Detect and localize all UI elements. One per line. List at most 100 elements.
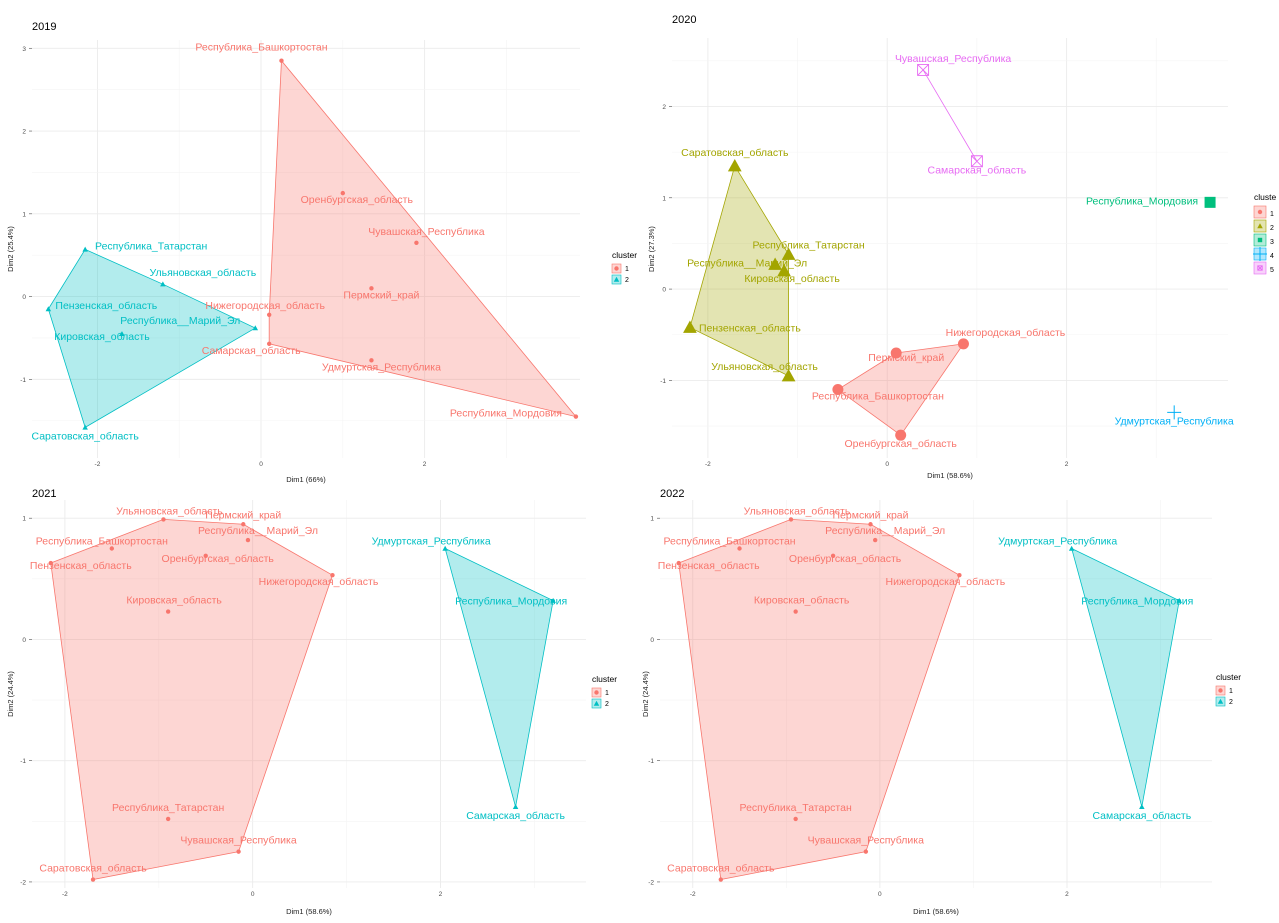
legend-key-marker: [613, 276, 620, 282]
point-marker: [369, 286, 374, 291]
panel-title: 2019: [32, 21, 56, 33]
point-marker: [781, 247, 796, 260]
point-marker: [252, 325, 259, 331]
point-label: Республика__Марий_Эл: [687, 257, 807, 269]
point-label: Республика_Мордовия: [1086, 195, 1198, 207]
point-label: Ульяновская_область: [150, 267, 257, 279]
legend-label: 1: [1229, 688, 1233, 695]
point-label: Саратовская_область: [667, 863, 775, 875]
point-label: Пермский_край: [868, 352, 944, 364]
point-marker: [512, 804, 519, 809]
y-tick-label: 0: [22, 294, 26, 301]
point-marker: [1068, 545, 1075, 551]
point-marker: [573, 414, 579, 419]
point-marker: [781, 368, 796, 382]
y-axis-label: Dim2 (24.4%): [6, 671, 15, 717]
legend: cluster 1 2: [591, 674, 617, 709]
x-tick-label: 2: [1065, 461, 1069, 468]
point-label: Республика__Марий_Эл: [198, 525, 318, 537]
point-marker: [1176, 597, 1183, 603]
x-tick-label: 2: [423, 461, 427, 468]
point-marker: [330, 572, 335, 578]
y-tick-label: 1: [650, 516, 654, 523]
point-marker: [82, 246, 88, 252]
point-marker: [90, 877, 96, 882]
legend-key-marker: [1257, 209, 1263, 215]
point-marker: [718, 877, 724, 882]
x-tick-label: 0: [885, 461, 889, 468]
point-marker: [1167, 405, 1182, 420]
y-tick-label: 3: [22, 46, 26, 53]
y-tick-label: 0: [662, 287, 666, 294]
legend: cluste 1 2 3 4 5: [1253, 192, 1276, 275]
point-marker: [266, 341, 272, 346]
point-marker: [165, 609, 171, 614]
legend-label: 1: [605, 690, 609, 697]
point-marker: [830, 553, 836, 558]
legend-key-marker: [1218, 688, 1223, 693]
point-marker: [82, 424, 88, 430]
point-marker: [863, 849, 869, 854]
point-label: Пермский_край: [205, 509, 281, 521]
point-label: Кировская_область: [744, 273, 840, 285]
y-axis-label: Dim2 (24.4%): [641, 671, 650, 717]
point-marker: [279, 58, 284, 63]
point-label: Самарская_область: [466, 810, 565, 822]
point-label: Пензенская_область: [699, 322, 801, 334]
y-axis-label: Dim2 (25.4%): [6, 226, 15, 272]
x-tick-label: 2: [439, 891, 443, 898]
legend: cluster 1 2: [1215, 672, 1241, 707]
point-marker: [683, 320, 697, 333]
point-label: Оренбургская_область: [162, 553, 275, 565]
y-tick-label: 0: [22, 637, 26, 644]
x-tick-label: -2: [705, 461, 711, 468]
cluster-hull-2: [47, 248, 257, 428]
point-label: Пензенская_область: [658, 560, 760, 572]
point-marker: [119, 331, 125, 337]
y-tick-label: 2: [662, 104, 666, 111]
point-label: Нижегородская_область: [886, 576, 1006, 588]
legend-title: cluste: [1254, 192, 1276, 202]
point-label: Республика__Марий_Эл: [120, 315, 240, 327]
point-label: Кировская_область: [126, 595, 222, 607]
point-marker: [872, 537, 878, 543]
legend-title: cluster: [592, 674, 617, 684]
legend-label: 2: [1229, 699, 1233, 706]
point-marker: [768, 257, 783, 270]
legend-title: cluster: [612, 250, 637, 260]
legend-label: 2: [1270, 225, 1274, 232]
legend-key-marker: [594, 690, 599, 695]
point-marker: [48, 560, 53, 566]
point-label: Самарская_область: [1092, 810, 1191, 822]
y-tick-label: 2: [22, 129, 26, 136]
point-marker: [266, 312, 272, 318]
cluster-hull-2: [1071, 547, 1180, 807]
point-label: Самарская_область: [928, 164, 1027, 176]
point-label: Пензенская_область: [55, 300, 157, 312]
cluster-hull-2: [689, 164, 789, 377]
point-marker: [890, 347, 902, 359]
point-label: Республика_Башкортостан: [195, 42, 327, 54]
point-label: Оренбургская_область: [845, 438, 958, 450]
point-marker: [957, 338, 969, 350]
legend: cluster 1 2: [611, 250, 637, 285]
point-marker: [917, 64, 930, 76]
y-tick-label: -1: [648, 758, 654, 765]
cluster-hull-1: [50, 518, 333, 880]
cluster-hull-5: [922, 69, 978, 162]
legend-key-marker: [593, 700, 600, 706]
legend-title: cluster: [1216, 672, 1241, 682]
x-axis-label: Dim1 (58.6%): [286, 907, 332, 916]
point-label: Ульяновская_область: [711, 361, 818, 373]
x-tick-label: -2: [95, 461, 101, 468]
legend-label: 4: [1270, 253, 1274, 260]
panel-2019: Республика_Башкортостан Оренбургская_обла…: [6, 21, 637, 484]
point-marker: [737, 546, 742, 551]
x-tick-label: -2: [690, 891, 696, 898]
x-tick-label: 0: [878, 891, 882, 898]
point-label: Нижегородская_область: [946, 327, 1066, 339]
point-marker: [160, 281, 166, 287]
point-marker: [165, 816, 171, 822]
y-tick-label: 1: [662, 195, 666, 202]
